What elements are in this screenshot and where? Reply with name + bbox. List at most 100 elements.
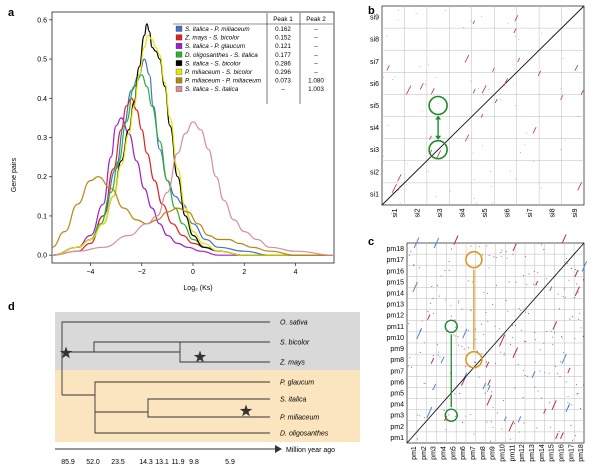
dot — [481, 323, 483, 325]
dot — [463, 348, 465, 350]
dot — [411, 366, 413, 368]
dot — [457, 336, 459, 338]
syntenic-block — [567, 367, 571, 374]
syntenic-block — [517, 57, 521, 63]
panel-a-ylabel: Gene pairs — [11, 157, 18, 192]
dot — [407, 323, 409, 325]
syntenic-block — [517, 416, 522, 423]
dot — [424, 382, 426, 384]
dot — [386, 36, 388, 38]
dot — [490, 421, 492, 423]
dot — [397, 180, 398, 182]
y-tick-label: pm10 — [386, 335, 404, 342]
dot — [564, 140, 566, 142]
dot — [561, 337, 563, 339]
dot — [448, 269, 450, 271]
y-tick-label: pm3 — [390, 413, 404, 420]
y-tick-label: si3 — [370, 147, 379, 154]
syntenic-block — [453, 235, 459, 245]
x-tick-label: pm14 — [539, 444, 546, 462]
dot — [472, 152, 474, 154]
dot — [419, 351, 421, 353]
dot — [514, 36, 516, 38]
dot — [406, 433, 408, 435]
dot — [535, 339, 537, 341]
dot — [533, 283, 535, 285]
syntenic-block — [555, 432, 559, 440]
y-tick-label: pm5 — [390, 391, 404, 398]
dot — [548, 372, 550, 374]
dot — [467, 280, 469, 282]
dot — [510, 343, 512, 345]
dot — [553, 331, 555, 333]
dot — [552, 344, 554, 346]
syntenic-block — [551, 400, 557, 410]
dot — [406, 163, 408, 165]
panel-a-xlabel: Log₂ (Ks) — [183, 285, 212, 292]
dot — [522, 370, 524, 372]
dot — [439, 356, 441, 358]
dot — [513, 83, 515, 85]
dot — [544, 372, 546, 374]
time-axis-label: Million year ago — [286, 447, 335, 454]
diagonal — [381, 5, 585, 206]
dot — [475, 338, 477, 340]
dot — [577, 270, 579, 272]
legend-header-peak1: Peak 1 — [273, 16, 293, 23]
dot — [488, 254, 490, 256]
legend-peak1: 0.162 — [275, 26, 291, 33]
syntenic-block — [560, 95, 564, 100]
x-tick-label: pm12 — [519, 444, 526, 462]
dot — [473, 433, 475, 435]
taxon-label: D. oligosanthes — [280, 431, 329, 438]
dot — [569, 318, 571, 320]
dot — [444, 299, 446, 301]
panel-a-ytick-label: 0.2 — [37, 174, 47, 181]
dot — [528, 313, 530, 315]
y-tick-label: si1 — [370, 191, 379, 198]
taxon-label: P. miliaceum — [280, 415, 319, 422]
dot — [576, 393, 578, 395]
dot — [551, 336, 553, 338]
dot — [567, 395, 569, 397]
dot — [488, 267, 490, 269]
dot — [454, 393, 456, 395]
legend-entry: S. italica - P. miliaceum — [185, 26, 250, 33]
time-tick-label: 13.1 — [155, 459, 169, 466]
dot — [580, 327, 582, 329]
y-tick-label: si6 — [370, 81, 379, 88]
legend-swatch — [175, 34, 183, 41]
syntenic-block — [429, 135, 432, 140]
syntenic-block — [486, 394, 493, 406]
dot — [525, 311, 527, 313]
dot — [501, 249, 503, 251]
series-line — [51, 117, 334, 256]
x-tick-label: pm10 — [499, 444, 506, 462]
y-tick-label: si5 — [370, 103, 379, 110]
dot — [383, 156, 385, 157]
taxon-label: S. bicolor — [280, 340, 310, 347]
dot — [399, 202, 401, 204]
syntenic-block — [561, 234, 567, 244]
y-tick-label: pm1 — [390, 435, 404, 442]
dot — [485, 311, 487, 313]
legend-peak1: – — [281, 86, 285, 93]
dot — [470, 80, 472, 82]
dot — [576, 283, 578, 285]
legend-peak2: – — [314, 60, 318, 67]
dot — [470, 20, 472, 22]
syntenic-block — [433, 237, 440, 249]
dot — [483, 93, 484, 95]
dot — [509, 438, 511, 440]
legend-swatch — [175, 77, 183, 84]
dot — [464, 366, 466, 368]
dot — [461, 345, 463, 347]
dot — [580, 407, 582, 409]
dot — [518, 307, 520, 309]
dot — [417, 438, 419, 440]
dot — [440, 442, 442, 444]
panel-a-axes: 0.0 0.1 0.2 0.3 0.4 0.5 0.6 −4 −2 0 2 4 — [37, 11, 335, 276]
dot — [526, 132, 528, 134]
dot — [574, 296, 576, 298]
syntenic-block — [513, 28, 517, 34]
